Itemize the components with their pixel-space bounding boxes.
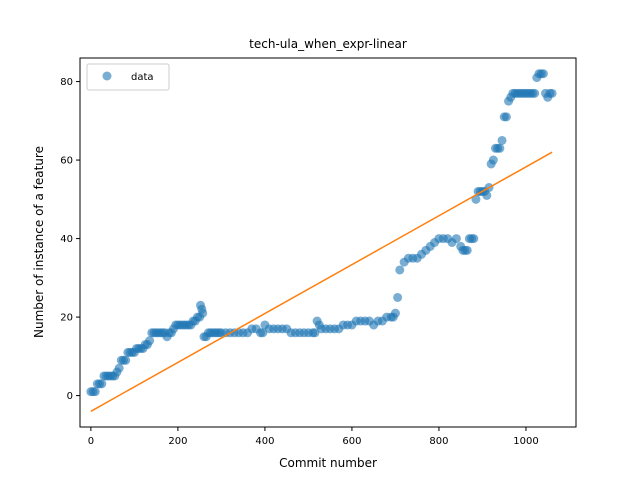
- x-tick-label: 400: [255, 436, 274, 447]
- y-tick-label: 60: [60, 156, 73, 167]
- data-point: [482, 190, 492, 200]
- axes-layer: 0 200 400 600 800 1000 0 20 40 60 80: [60, 77, 538, 447]
- y-axis-label: Number of instance of a feature: [32, 146, 46, 338]
- data-point: [462, 245, 472, 255]
- data-point: [198, 308, 208, 318]
- legend-label: data: [131, 72, 154, 83]
- data-point: [258, 328, 268, 338]
- data-point: [501, 112, 511, 122]
- y-tick-label: 0: [67, 391, 73, 402]
- y-tick-label: 20: [60, 313, 73, 324]
- data-point: [538, 69, 548, 79]
- y-tick-label: 80: [60, 77, 73, 88]
- chart-title: tech-ula_when_expr-linear: [249, 37, 407, 51]
- data-point: [469, 234, 479, 244]
- data-point: [145, 336, 155, 346]
- series-layer: [86, 69, 557, 412]
- plot-area: [80, 58, 576, 427]
- data-point: [390, 308, 400, 318]
- legend-marker: [102, 71, 112, 81]
- data-point: [90, 387, 100, 397]
- data-point: [547, 88, 557, 98]
- data-point: [121, 355, 131, 365]
- x-tick-label: 600: [342, 436, 361, 447]
- data-point: [395, 265, 405, 275]
- x-tick-label: 0: [88, 436, 94, 447]
- data-point: [97, 379, 107, 389]
- data-point: [451, 234, 461, 244]
- legend: data: [86, 63, 170, 91]
- fit-line: [90, 151, 553, 412]
- x-tick-label: 200: [168, 436, 187, 447]
- data-point: [310, 328, 320, 338]
- x-axis-label: Commit number: [279, 456, 377, 470]
- legend-box: [86, 63, 170, 91]
- data-point: [495, 143, 505, 153]
- x-tick-label: 1000: [513, 436, 538, 447]
- y-tick-label: 40: [60, 234, 73, 245]
- data-point: [497, 135, 507, 145]
- data-point: [114, 363, 124, 373]
- data-point: [393, 292, 403, 302]
- data-point: [488, 155, 498, 165]
- x-tick-label: 800: [429, 436, 448, 447]
- plot-frame: [79, 57, 577, 428]
- data-point: [530, 88, 540, 98]
